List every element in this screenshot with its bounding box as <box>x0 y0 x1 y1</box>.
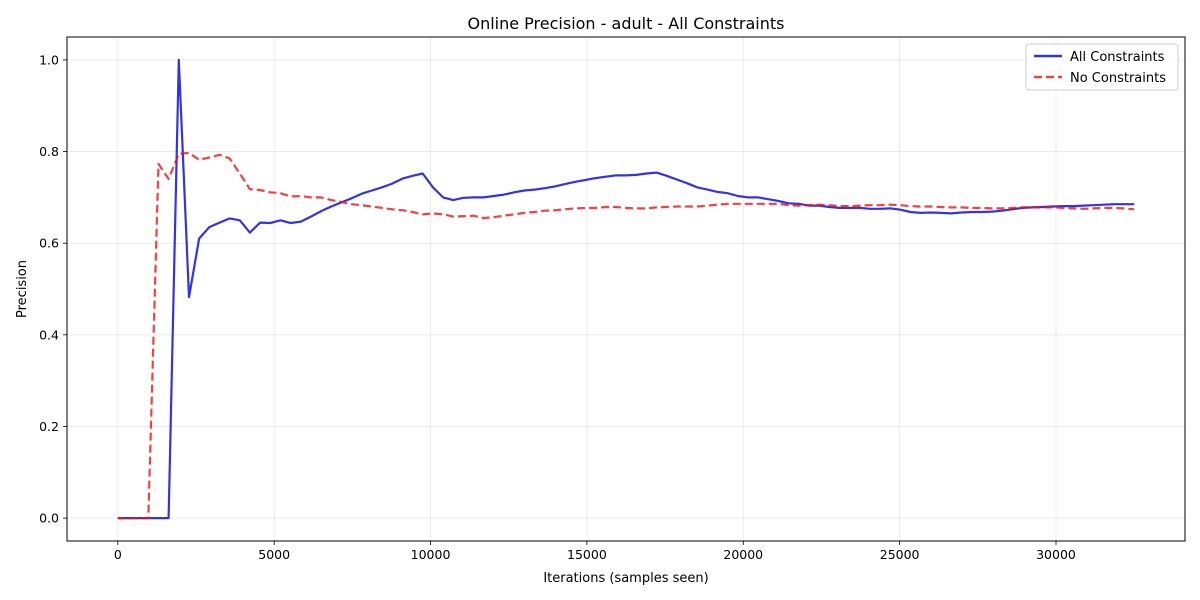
x-tick-label: 25000 <box>880 547 920 562</box>
series-line-all-constraints <box>117 58 1135 520</box>
y-axis-label: Precision <box>15 260 30 318</box>
x-tick-label: 20000 <box>723 547 763 562</box>
y-tick-label: 0.8 <box>39 144 59 159</box>
x-tick-label: 0 <box>114 547 122 562</box>
y-tick-label: 0.6 <box>39 236 59 251</box>
y-tick-label: 1.0 <box>39 52 59 67</box>
y-tick-label: 0.2 <box>39 419 59 434</box>
x-tick-label: 10000 <box>411 547 451 562</box>
y-tick-label: 0.4 <box>39 327 59 342</box>
x-tick-label: 5000 <box>258 547 290 562</box>
legend-box <box>1025 43 1179 91</box>
y-tick-label: 0.0 <box>39 511 59 526</box>
series-line-no-constraints <box>117 151 1135 520</box>
legend-label-all-constraints: All Constraints <box>1070 50 1165 65</box>
grid-lines <box>67 37 1185 541</box>
x-tick-label: 30000 <box>1036 547 1076 562</box>
axis-ticks: 0 5000 10000 15000 20000 25000 30000 0.0 0.2 0.4 0… <box>39 52 1076 562</box>
plot-lines <box>117 58 1135 520</box>
plot-frame <box>66 36 1186 542</box>
x-tick-label: 15000 <box>567 547 607 562</box>
legend: All Constraints No Constraints <box>1025 43 1179 91</box>
legend-label-no-constraints: No Constraints <box>1070 71 1166 86</box>
chart-title: Online Precision - adult - All Constrain… <box>467 14 784 33</box>
x-axis-label: Iterations (samples seen) <box>543 571 708 586</box>
